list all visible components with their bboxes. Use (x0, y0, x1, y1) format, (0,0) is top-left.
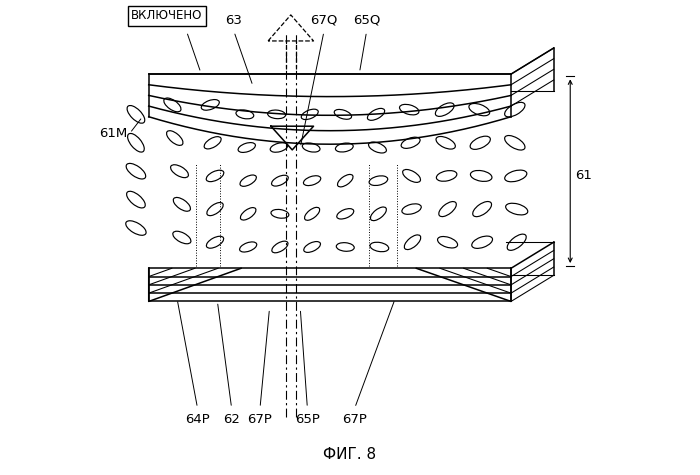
Text: 61: 61 (575, 170, 592, 182)
Text: 64Q: 64Q (173, 14, 200, 27)
Text: 65P: 65P (295, 413, 320, 426)
Text: 67P: 67P (248, 413, 272, 426)
Text: 67P: 67P (342, 413, 368, 426)
Text: 67Q: 67Q (310, 14, 337, 27)
Text: 64P: 64P (185, 413, 210, 426)
Text: 65Q: 65Q (353, 14, 380, 27)
Text: ФИГ. 8: ФИГ. 8 (323, 447, 377, 463)
Text: ВКЛЮЧЕНО: ВКЛЮЧЕНО (131, 9, 202, 22)
Text: 61M: 61M (99, 127, 127, 140)
Text: 62: 62 (223, 413, 240, 426)
Text: 63: 63 (225, 14, 242, 27)
